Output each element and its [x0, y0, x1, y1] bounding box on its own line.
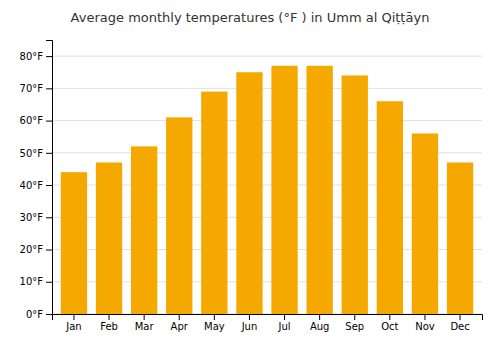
x-tick-mark [249, 314, 250, 320]
y-tick: 30°F [20, 212, 52, 223]
x-tick-label: Jun [241, 321, 258, 332]
y-tick: 20°F [20, 244, 52, 255]
bar [61, 172, 87, 314]
y-tick-mark [46, 185, 52, 186]
y-tick-mark [46, 217, 52, 218]
bar [412, 133, 438, 314]
y-tick-mark [46, 250, 52, 251]
bar [306, 66, 332, 314]
x-tick-label: Nov [415, 321, 435, 332]
x-tick-mark [109, 314, 110, 320]
y-tick-label: 40°F [20, 180, 44, 191]
x-tick: Jul [278, 314, 291, 332]
x-tick-mark [284, 314, 285, 320]
x-tick-mark [214, 314, 215, 320]
x-tick: May [204, 314, 225, 332]
grid-line [52, 56, 482, 57]
y-axis-line [46, 41, 53, 315]
bars [61, 66, 473, 314]
x-tick-mark [144, 314, 145, 320]
x-tick-mark [354, 314, 355, 320]
y-tick: 60°F [20, 115, 52, 126]
bar [236, 72, 262, 314]
x-tick: Jun [241, 314, 258, 332]
y-tick-label: 50°F [20, 148, 44, 159]
y-tick: 40°F [20, 180, 52, 191]
x-tick-label: Mar [135, 321, 155, 332]
x-tick: Oct [381, 314, 398, 332]
x-tick-label: Dec [450, 321, 469, 332]
y-tick-mark [46, 282, 52, 283]
y-tick-mark [46, 314, 52, 315]
y-tick: 80°F [20, 51, 52, 62]
y-tick: 70°F [20, 83, 52, 94]
y-tick-label: 0°F [26, 309, 43, 320]
x-tick: Dec [450, 314, 469, 332]
bar [131, 146, 157, 314]
x-tick-label: Aug [310, 321, 330, 332]
y-tick: 50°F [20, 148, 52, 159]
x-tick-label: Feb [100, 321, 118, 332]
x-tick-label: Oct [381, 321, 398, 332]
x-tick: Aug [310, 314, 330, 332]
y-tick-label: 10°F [20, 276, 44, 287]
y-tick: 0°F [26, 309, 52, 320]
y-tick-mark [46, 88, 52, 89]
x-tick-mark [424, 314, 425, 320]
grid [52, 56, 482, 314]
x-tick: Mar [135, 314, 155, 332]
bar [342, 75, 368, 314]
x-tick: Feb [100, 314, 118, 332]
x-axis-line [53, 315, 483, 321]
grid-line [52, 88, 482, 89]
bar [377, 101, 403, 314]
y-tick-label: 60°F [20, 115, 44, 126]
y-tick-label: 80°F [20, 51, 44, 62]
x-axis: Jan Feb Mar Apr May Jun Jul Aug Sep Oct Nov Dec [53, 314, 483, 332]
y-axis: 0°F 10°F 20°F 30°F 40°F 50°F 60°F 70°F 80°F [20, 41, 53, 320]
y-tick-mark [46, 153, 52, 154]
x-tick: Jan [65, 314, 81, 332]
x-tick-mark [73, 314, 74, 320]
x-tick: Nov [415, 314, 435, 332]
bar [166, 117, 192, 314]
plot: 0°F 10°F 20°F 30°F 40°F 50°F 60°F 70°F 80°F Jan Fe… [20, 41, 483, 333]
x-tick-label: Jan [65, 321, 81, 332]
x-tick: Sep [345, 314, 364, 332]
grid-line [52, 120, 482, 121]
x-tick-label: Sep [345, 321, 364, 332]
y-tick-label: 70°F [20, 83, 44, 94]
x-tick-label: Apr [171, 321, 189, 332]
x-tick: Apr [171, 314, 189, 332]
y-tick-label: 20°F [20, 244, 44, 255]
x-tick-mark [389, 314, 390, 320]
y-tick: 10°F [20, 276, 52, 287]
bar [447, 162, 473, 314]
bar [96, 162, 122, 314]
y-tick-mark [46, 56, 52, 57]
bar [271, 66, 297, 314]
x-tick-label: Jul [278, 321, 291, 332]
x-tick-mark [460, 314, 461, 320]
chart: 0°F 10°F 20°F 30°F 40°F 50°F 60°F 70°F 80°F Jan Fe… [0, 0, 500, 350]
x-tick-mark [319, 314, 320, 320]
title: Average monthly temperatures (°F ) in Um… [71, 10, 430, 25]
x-tick-label: May [204, 321, 225, 332]
bar [201, 92, 227, 314]
x-tick-mark [179, 314, 180, 320]
y-tick-label: 30°F [20, 212, 44, 223]
y-tick-mark [46, 121, 52, 122]
